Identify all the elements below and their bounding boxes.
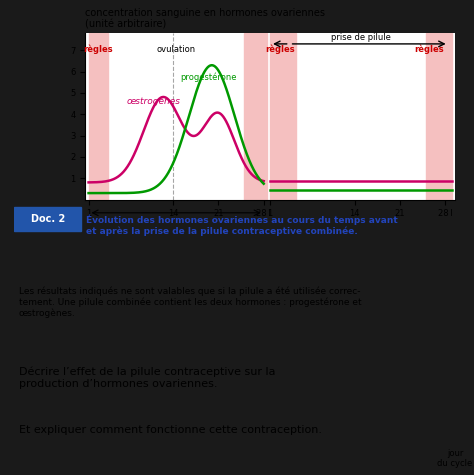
Text: Les résultats indiqués ne sont valables que si la pilule a été utilisée correc-
: Les résultats indiqués ne sont valables …: [18, 287, 361, 318]
Bar: [270, 33, 296, 200]
Text: Décrire l’effet de la pilule contraceptive sur la
production d’hormones ovarienn: Décrire l’effet de la pilule contracepti…: [18, 367, 275, 389]
Bar: [244, 33, 267, 200]
Text: Doc. 2: Doc. 2: [30, 214, 65, 224]
FancyBboxPatch shape: [14, 207, 81, 231]
Bar: [89, 33, 108, 200]
Text: Évolution des hormones ovariennes au cours du temps avant
et après la prise de l: Évolution des hormones ovariennes au cou…: [85, 215, 397, 237]
Text: ovulation: ovulation: [156, 46, 196, 55]
Text: prise de pilule: prise de pilule: [331, 33, 391, 42]
Text: règles: règles: [265, 45, 295, 55]
Bar: [426, 33, 452, 200]
Text: jour
du cycle: jour du cycle: [438, 449, 473, 468]
Text: règles: règles: [414, 45, 444, 55]
Text: œstrogènes: œstrogènes: [127, 96, 181, 105]
Text: progestérone: progestérone: [180, 73, 237, 82]
Text: règles: règles: [83, 45, 113, 55]
Text: Et expliquer comment fonctionne cette contraception.: Et expliquer comment fonctionne cette co…: [18, 425, 322, 435]
Text: concentration sanguine en hormones ovariennes
(unité arbitraire): concentration sanguine en hormones ovari…: [85, 8, 325, 30]
